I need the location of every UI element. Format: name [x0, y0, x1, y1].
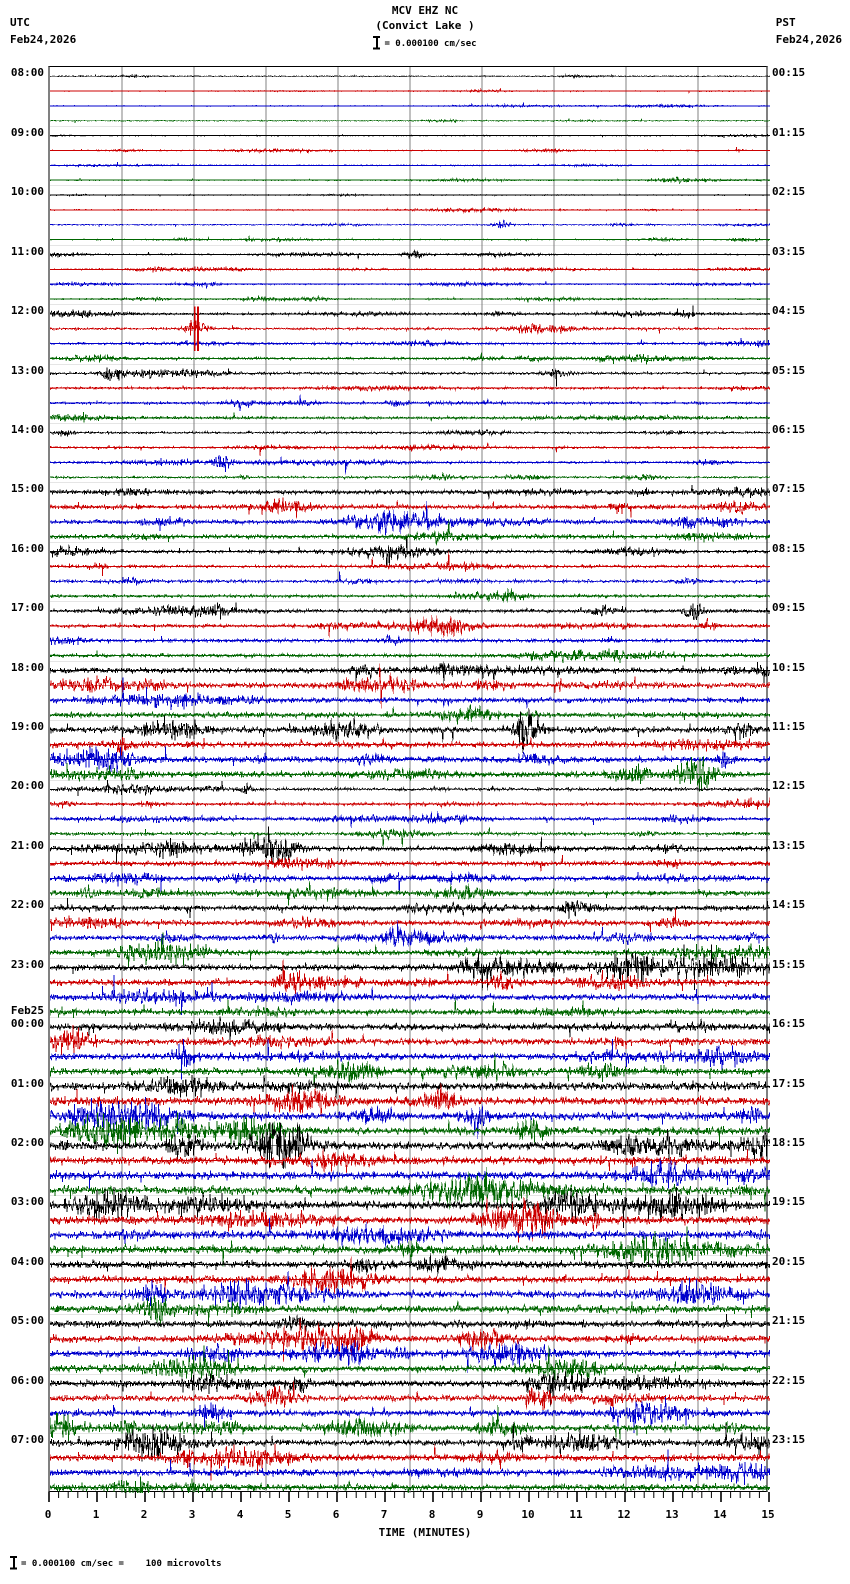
pst-tick-0915: 09:15 [772, 601, 806, 615]
utc-tick-2300: 23:00 [10, 957, 44, 971]
pst-tick-1215: 12:15 [772, 779, 806, 793]
x-tick-8: 8 [428, 1508, 436, 1521]
utc-tick-0700: 07:00 [10, 1433, 44, 1446]
utc-tick-1700: 17:00 [10, 601, 44, 615]
x-tick-9: 9 [476, 1508, 484, 1521]
pst-header: PST Feb24,2026 [776, 14, 842, 48]
pst-tick-0315: 03:15 [772, 244, 806, 258]
x-tick-12: 12 [617, 1508, 631, 1521]
footer-scale-text: = 0.000100 cm/sec = 100 microvolts [21, 1559, 222, 1569]
pst-tick-2015: 20:15 [772, 1254, 806, 1268]
pst-tick-1015: 10:15 [772, 660, 806, 674]
pst-tick-2115: 21:15 [772, 1314, 806, 1328]
utc-tick-0900: 09:00 [10, 125, 44, 139]
utc-tick-0600: 06:00 [10, 1373, 44, 1387]
utc-tick-1000: 10:00 [10, 185, 44, 199]
pst-tick-0115: 01:15 [772, 125, 806, 139]
utc-date: Feb24,2026 [10, 33, 77, 46]
station-location: (Convict Lake ) [375, 19, 475, 32]
utc-tick-2100: 21:00 [10, 838, 44, 852]
utc-tick-2000: 20:00 [10, 779, 44, 793]
utc-tick-0800: 08:00 [10, 66, 44, 80]
scale-text: = 0.000100 cm/sec [384, 39, 477, 49]
seismogram-plot[interactable] [48, 66, 770, 1493]
pst-tick-0415: 04:15 [772, 304, 806, 318]
x-tick-2: 2 [140, 1508, 148, 1521]
pst-tick-0615: 06:15 [772, 422, 806, 436]
utc-tick-0500: 05:00 [10, 1314, 44, 1328]
x-axis-labels: 0 1 2 3 4 5 6 7 8 9 10 11 12 13 14 15 [0, 1508, 850, 1524]
x-tick-10: 10 [521, 1508, 535, 1521]
pst-tick-1515: 15:15 [772, 957, 806, 971]
utc-tick-1100: 11:00 [10, 244, 44, 258]
footer-scale: = 0.000100 cm/sec = 100 microvolts [8, 1556, 221, 1569]
pst-tick-1315: 13:15 [772, 838, 806, 852]
pst-date: Feb24,2026 [775, 33, 842, 46]
utc-tick-1200: 12:00 [10, 304, 44, 318]
x-tick-4: 4 [236, 1508, 244, 1521]
x-tick-0: 0 [44, 1508, 52, 1521]
utc-tick-1600: 16:00 [10, 541, 44, 555]
pst-tick-1815: 18:15 [772, 1135, 806, 1149]
pst-tick-2315: 23:15 [772, 1433, 806, 1446]
pst-tick-2215: 22:15 [772, 1373, 806, 1387]
pst-tick-1115: 11:15 [772, 720, 806, 733]
pst-tick-0215: 02:15 [772, 185, 806, 199]
utc-tick-0300: 03:00 [10, 1195, 44, 1209]
utc-tick-1400: 14:00 [10, 422, 44, 436]
pst-label: PST [775, 16, 796, 29]
pst-time-axis: 00:15 01:15 02:15 03:15 04:15 05:15 06:15 07:15… [772, 66, 850, 1492]
utc-tick-1900: 19:00 [10, 720, 44, 733]
utc-tick-1800: 18:00 [10, 660, 44, 674]
x-tick-1: 1 [92, 1508, 100, 1521]
utc-header: UTC Feb24,2026 [10, 14, 76, 48]
pst-tick-0715: 07:15 [772, 482, 806, 496]
x-tick-15: 15 [761, 1508, 775, 1521]
pst-tick-0015: 00:15 [772, 66, 806, 80]
scale-reference: = 0.000100 cm/sec [0, 36, 850, 49]
scale-bar-icon [373, 36, 381, 49]
x-tick-6: 6 [332, 1508, 340, 1521]
x-tick-13: 13 [665, 1508, 679, 1521]
utc-label: UTC [10, 16, 30, 29]
utc-tick-2200: 22:00 [10, 898, 44, 912]
utc-time-axis: 08:00 09:00 10:00 11:00 12:00 13:00 14:00 15:00… [0, 66, 46, 1492]
utc-tick-0400: 04:00 [10, 1254, 44, 1268]
x-tick-5: 5 [284, 1508, 292, 1521]
utc-tick-0000: 00:00 [10, 1017, 44, 1031]
utc-tick-0200: 02:00 [10, 1135, 44, 1149]
pst-tick-1915: 19:15 [772, 1195, 806, 1209]
pst-tick-0515: 05:15 [772, 363, 806, 377]
pst-tick-0815: 08:15 [772, 541, 806, 555]
footer-scale-bar-icon [10, 1556, 17, 1569]
station-title: MCV EHZ NC [391, 4, 459, 17]
x-axis-ticks [48, 1492, 770, 1508]
x-tick-7: 7 [380, 1508, 388, 1521]
day-marker: Feb25 [10, 1004, 44, 1018]
x-tick-11: 11 [569, 1508, 583, 1521]
pst-tick-1415: 14:15 [772, 898, 806, 912]
x-tick-14: 14 [713, 1508, 727, 1521]
x-axis-title: TIME (MINUTES) [378, 1526, 472, 1539]
chart-title-block: MCV EHZ NC (Convict Lake ) [0, 3, 850, 33]
utc-tick-1300: 13:00 [10, 363, 44, 377]
x-tick-3: 3 [188, 1508, 196, 1521]
pst-tick-1715: 17:15 [772, 1076, 806, 1090]
utc-tick-0100: 01:00 [10, 1076, 44, 1090]
utc-tick-1500: 15:00 [10, 482, 44, 496]
pst-tick-1615: 16:15 [772, 1017, 806, 1031]
